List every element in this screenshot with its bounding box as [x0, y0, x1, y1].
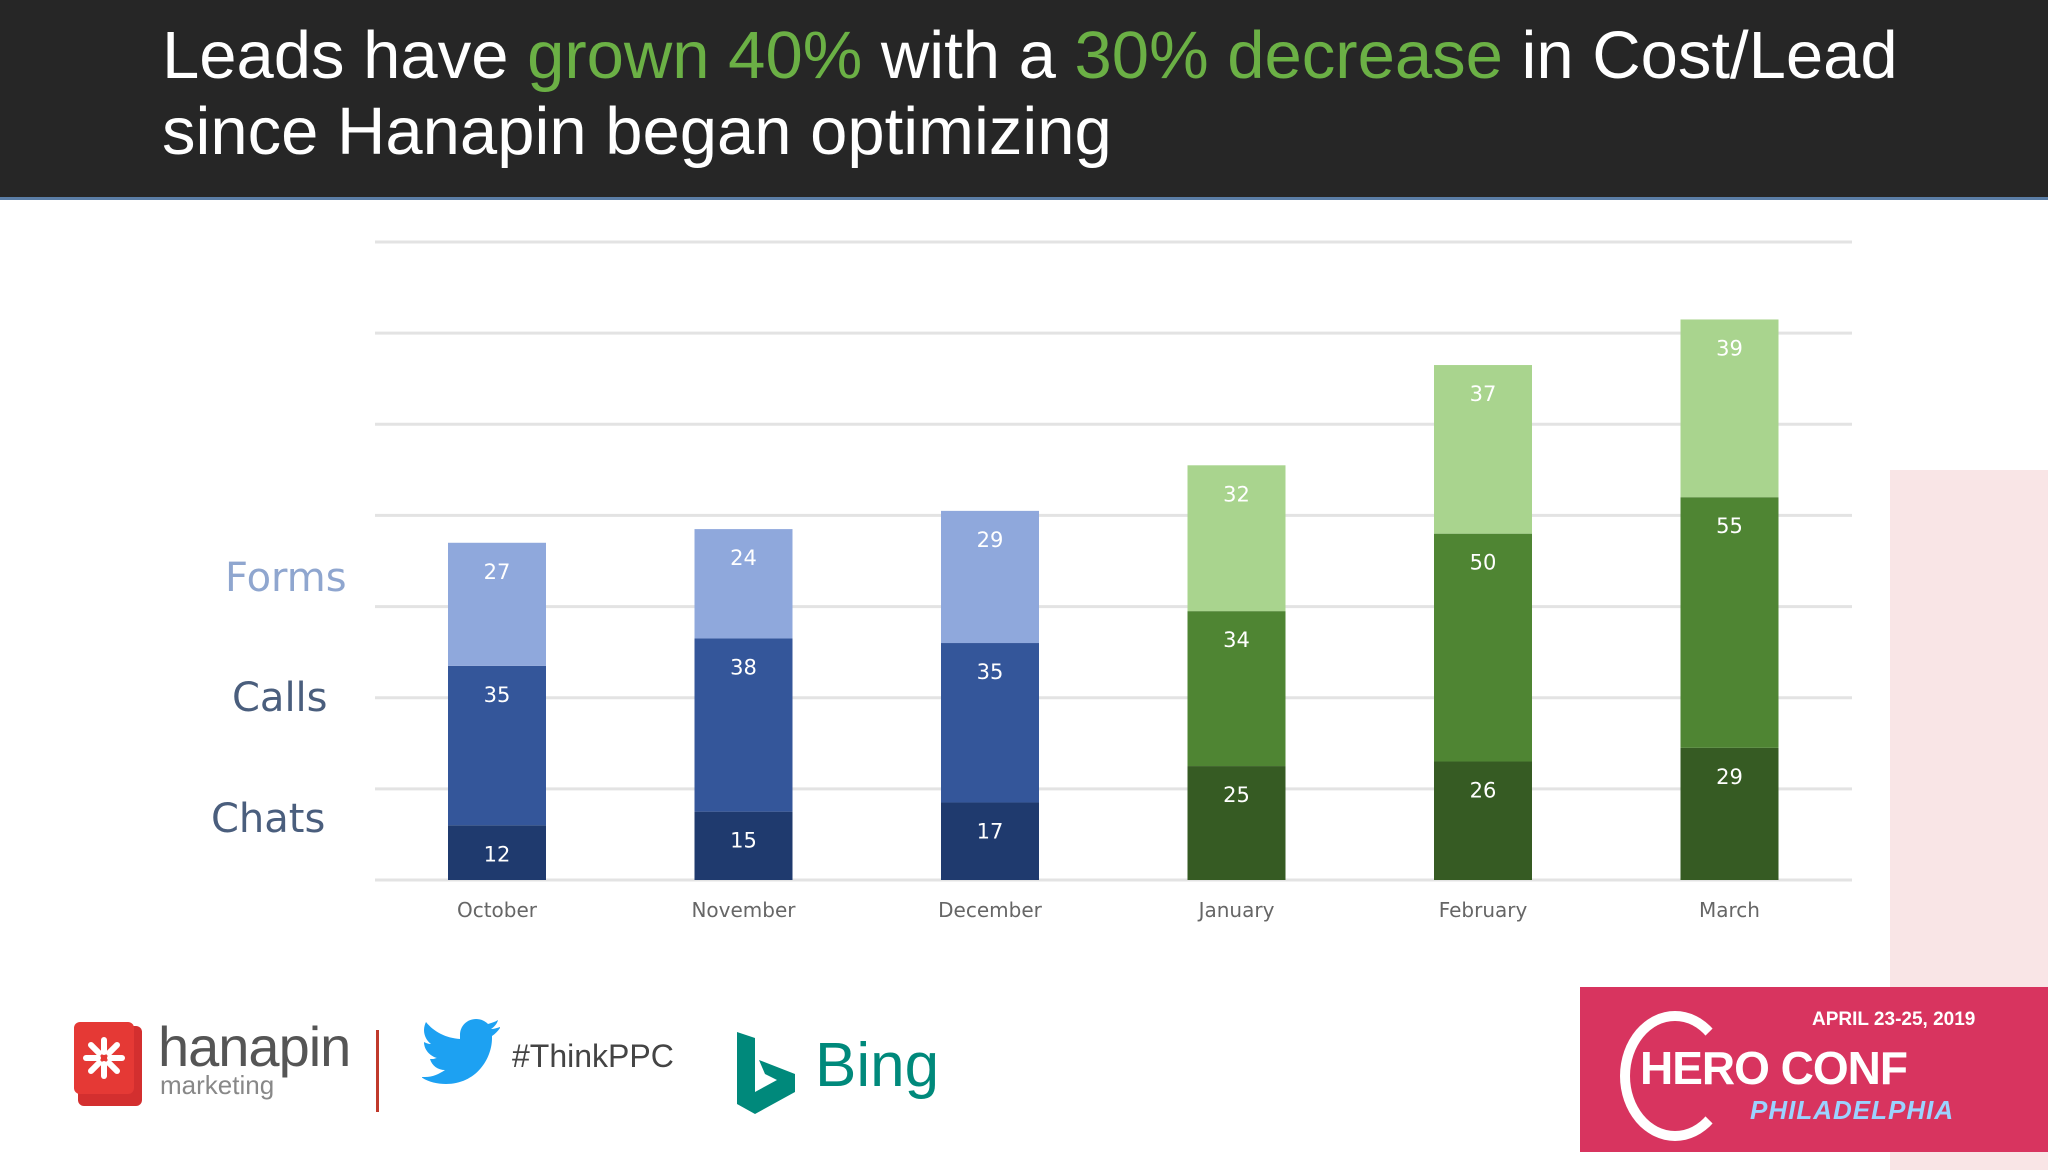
footer: hanapin marketing #ThinkPPC Bing APRIL 2… [0, 980, 2048, 1152]
x-tick-label: November [691, 898, 796, 922]
x-tick-label: March [1699, 898, 1760, 922]
hanapin-name: hanapin [158, 1015, 351, 1078]
bar-forms [1434, 365, 1532, 534]
x-tick-label: January [1197, 898, 1275, 922]
bar-chats [448, 825, 546, 880]
heroconf-city: PHILADELPHIA [1750, 1095, 1955, 1125]
data-label: 24 [730, 546, 757, 570]
footer-divider [376, 1030, 379, 1112]
bar-chats [1187, 766, 1286, 880]
bar-chats [1680, 747, 1779, 880]
title-part-3: 30% decrease [1074, 18, 1503, 93]
legend-calls: Calls [232, 675, 328, 721]
x-tick-label: February [1439, 898, 1528, 922]
bar-calls [1187, 611, 1286, 767]
data-label: 50 [1470, 551, 1497, 575]
heroconf-name: HERO CONF [1640, 1042, 1908, 1094]
heroconf-date: APRIL 23-25, 2019 [1812, 1009, 1976, 1030]
bar-calls [694, 638, 793, 812]
bar-calls [1434, 533, 1532, 762]
bar-forms [448, 542, 546, 666]
data-label: 26 [1470, 779, 1497, 803]
data-label: 12 [484, 842, 511, 866]
hanapin-subtitle: marketing [160, 1070, 275, 1100]
title-part-1: grown 40% [527, 18, 863, 93]
bing-name: Bing [815, 1031, 940, 1100]
data-label: 27 [484, 560, 511, 584]
bar-forms [694, 529, 793, 639]
twitter-icon [422, 1019, 500, 1084]
legend-chats: Chats [211, 796, 326, 842]
data-label: 17 [977, 820, 1004, 844]
data-label: 35 [977, 660, 1004, 684]
bar-forms [1187, 465, 1286, 612]
data-label: 29 [977, 528, 1004, 552]
data-label: 55 [1716, 514, 1743, 538]
data-label: 35 [484, 683, 511, 707]
data-label: 38 [730, 655, 757, 679]
title-part-2: with a [862, 18, 1075, 93]
bar-calls [448, 665, 546, 826]
title-part-0: Leads have [162, 18, 528, 93]
data-label: 37 [1470, 382, 1497, 406]
hashtag: #ThinkPPC [512, 1038, 674, 1074]
x-tick-label: October [457, 898, 538, 922]
bar-calls [1680, 497, 1779, 748]
slide-title: Leads have grown 40% with a 30% decrease… [162, 18, 1962, 170]
data-label: 15 [730, 829, 757, 853]
data-label: 32 [1223, 482, 1250, 506]
bar-chats [1434, 761, 1532, 880]
legend-forms: Forms [225, 555, 347, 601]
data-label: 39 [1716, 336, 1743, 360]
heroconf-ring-icon [1620, 1011, 1730, 1141]
slide-header: Leads have grown 40% with a 30% decrease… [0, 0, 2048, 200]
bar-forms [941, 510, 1039, 644]
bar-chats [941, 802, 1039, 880]
x-tick-label: December [938, 898, 1042, 922]
stacked-bar-chart: 12 35 27 October 15 38 24 November 17 35 29 Decembe… [375, 240, 1852, 922]
data-label: 34 [1223, 628, 1250, 652]
title-part-4: in Cost/Lead since Hanapin began optimiz… [162, 18, 1898, 169]
bar-calls [941, 643, 1039, 803]
bing-logo-icon [737, 1032, 795, 1114]
data-label: 29 [1716, 765, 1743, 789]
chart-area: 12 35 27 October 15 38 24 November 17 35 29 Decembe… [0, 200, 2048, 1170]
data-label: 25 [1223, 783, 1250, 807]
bar-chats [694, 811, 793, 880]
heroconf-badge: APRIL 23-25, 2019 HERO CONF PHILADELPHIA [1580, 987, 2048, 1152]
bar-forms [1680, 319, 1779, 498]
